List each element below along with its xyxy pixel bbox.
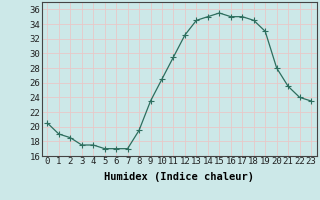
X-axis label: Humidex (Indice chaleur): Humidex (Indice chaleur) [104,172,254,182]
